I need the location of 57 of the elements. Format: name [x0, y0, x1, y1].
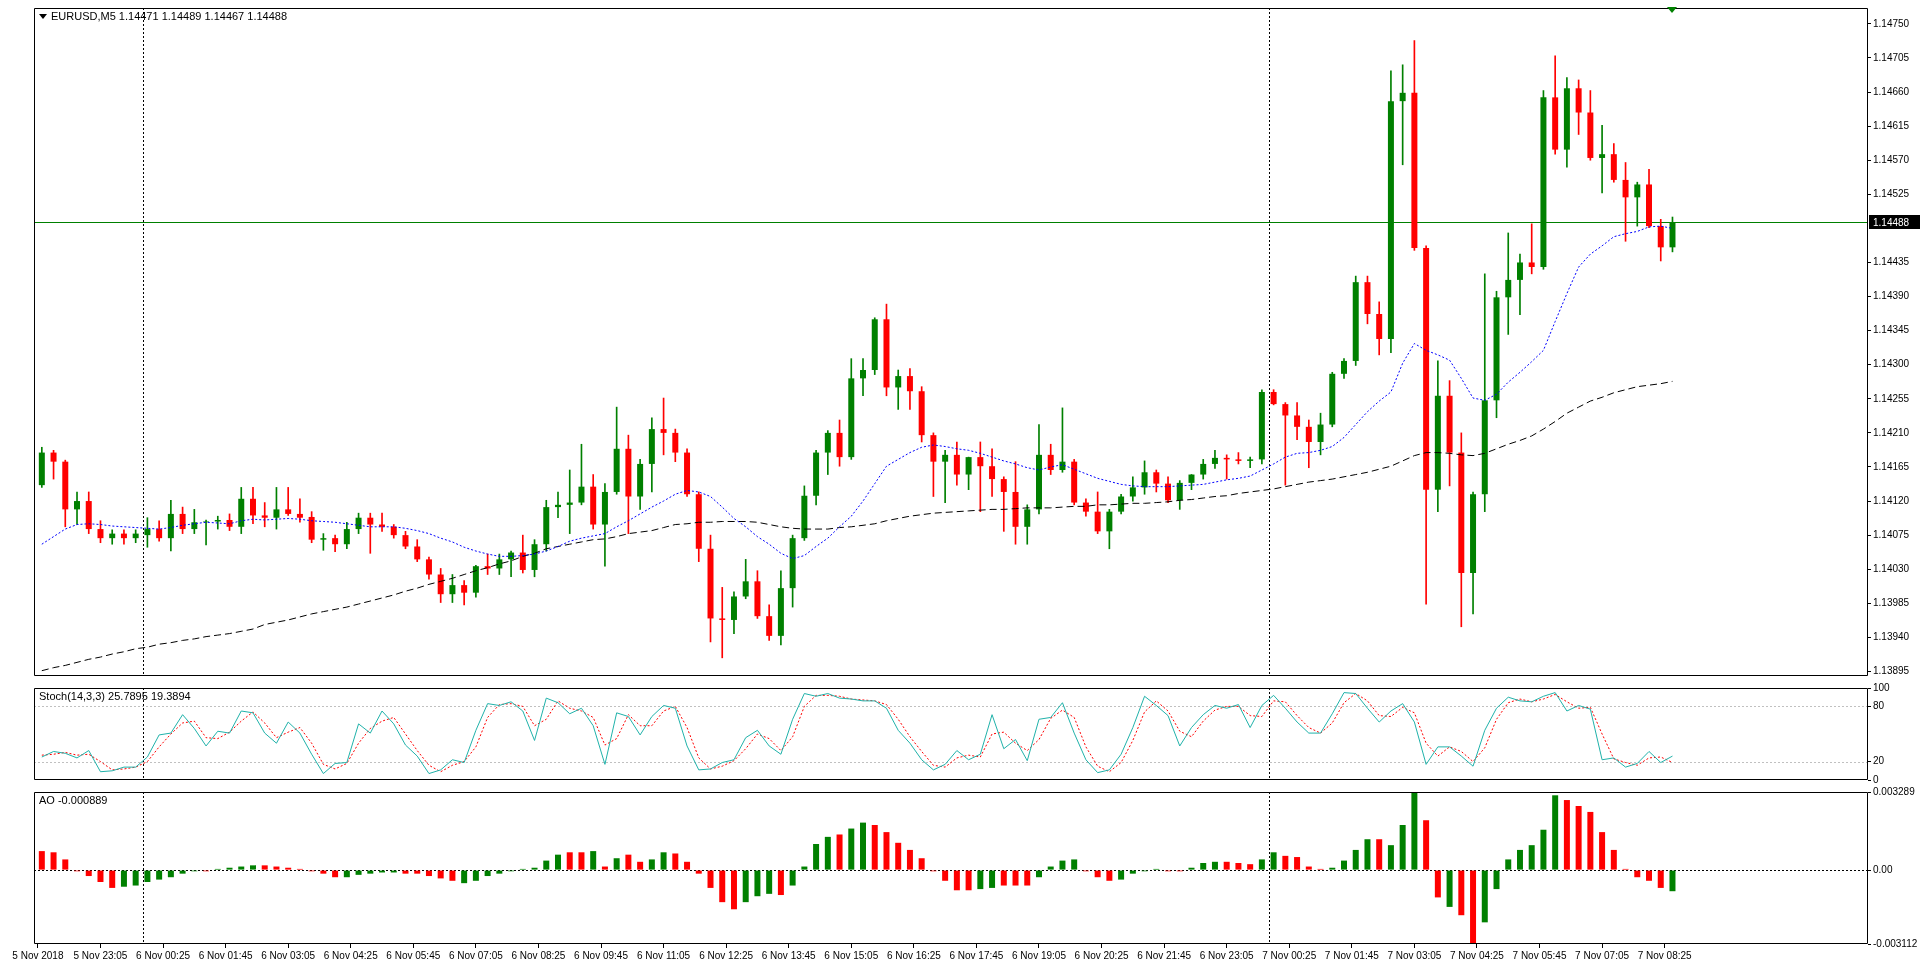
x-tick-label: 6 Nov 13:45: [761, 949, 817, 961]
x-tick-label: 7 Nov 04:25: [1449, 949, 1505, 961]
y-tick-label: 1.14390: [1873, 290, 1910, 302]
x-tick-label: 6 Nov 11:05: [636, 949, 691, 961]
y-tick-label: 1.14660: [1873, 85, 1910, 97]
y-tick-label: 1.14300: [1873, 358, 1910, 370]
x-tick-label: 7 Nov 05:45: [1512, 949, 1567, 961]
y-tick-label: 1.13895: [1873, 665, 1910, 677]
y-tick-label: 1.13985: [1873, 597, 1910, 609]
y-tick-label: 1.14570: [1873, 153, 1910, 165]
y-tick-label: 1.14750: [1873, 17, 1910, 29]
x-tick-label: 6 Nov 12:25: [699, 949, 754, 961]
y-tick-label: 1.14615: [1873, 119, 1910, 131]
x-tick-label: 6 Nov 15:05: [824, 949, 879, 961]
x-tick-label: 7 Nov 07:05: [1575, 949, 1630, 961]
x-tick-label: 6 Nov 01:45: [198, 949, 254, 961]
y-tick-label: 1.14120: [1873, 494, 1910, 506]
x-tick-label: 6 Nov 00:25: [136, 949, 191, 961]
x-tick-label: 7 Nov 08:25: [1637, 949, 1693, 961]
y-tick-label: 0.003289: [1873, 785, 1916, 797]
y-tick-label: -0.003112: [1873, 937, 1918, 949]
x-tick-label: 6 Nov 08:25: [511, 949, 566, 961]
x-tick-label: 7 Nov 01:45: [1324, 949, 1380, 961]
chart-title: AO -0.000889: [39, 794, 108, 807]
y-tick-label: 1.14210: [1873, 426, 1910, 438]
x-tick-label: 7 Nov 00:25: [1262, 949, 1317, 961]
ref-line-label: 1.14488: [1873, 216, 1910, 228]
x-tick-label: 6 Nov 21:45: [1137, 949, 1192, 961]
x-tick-label: 6 Nov 04:25: [323, 949, 379, 961]
y-tick-label: 1.14255: [1873, 392, 1910, 404]
y-tick-label: 0.00: [1873, 863, 1893, 875]
x-tick-label: 5 Nov 2018: [12, 949, 64, 961]
x-tick-label: 7 Nov 03:05: [1387, 949, 1442, 961]
x-tick-label: 6 Nov 03:05: [261, 949, 316, 961]
y-tick-label: 1.14705: [1873, 51, 1910, 63]
chart-title: EURUSD,M5 1.14471 1.14489 1.14467 1.14488: [51, 10, 288, 23]
y-tick-label: 1.14345: [1873, 324, 1910, 336]
y-tick-label: 1.14435: [1873, 256, 1910, 268]
y-tick-label: 1.13940: [1873, 631, 1910, 643]
x-tick-label: 6 Nov 09:45: [574, 949, 629, 961]
y-tick-label: 1.14030: [1873, 562, 1910, 574]
x-tick-label: 6 Nov 07:05: [448, 949, 504, 961]
x-tick-label: 5 Nov 23:05: [73, 949, 128, 961]
x-tick-label: 6 Nov 19:05: [1012, 949, 1067, 961]
y-tick-label: 1.14165: [1873, 460, 1910, 472]
y-tick-label: 1.14525: [1873, 188, 1910, 200]
y-tick-label: 80: [1873, 700, 1885, 712]
x-tick-label: 6 Nov 16:25: [886, 949, 942, 961]
y-tick-label: 20: [1873, 755, 1885, 767]
y-tick-label: 100: [1873, 681, 1891, 693]
x-tick-label: 6 Nov 05:45: [386, 949, 441, 961]
x-tick-label: 6 Nov 23:05: [1199, 949, 1255, 961]
y-tick-label: 0: [1873, 773, 1879, 785]
y-tick-label: 1.14075: [1873, 528, 1910, 540]
x-tick-label: 6 Nov 17:45: [949, 949, 1004, 961]
chart-title: Stoch(14,3,3) 25.7895 19.3894: [39, 690, 191, 703]
x-tick-label: 6 Nov 20:25: [1074, 949, 1129, 961]
